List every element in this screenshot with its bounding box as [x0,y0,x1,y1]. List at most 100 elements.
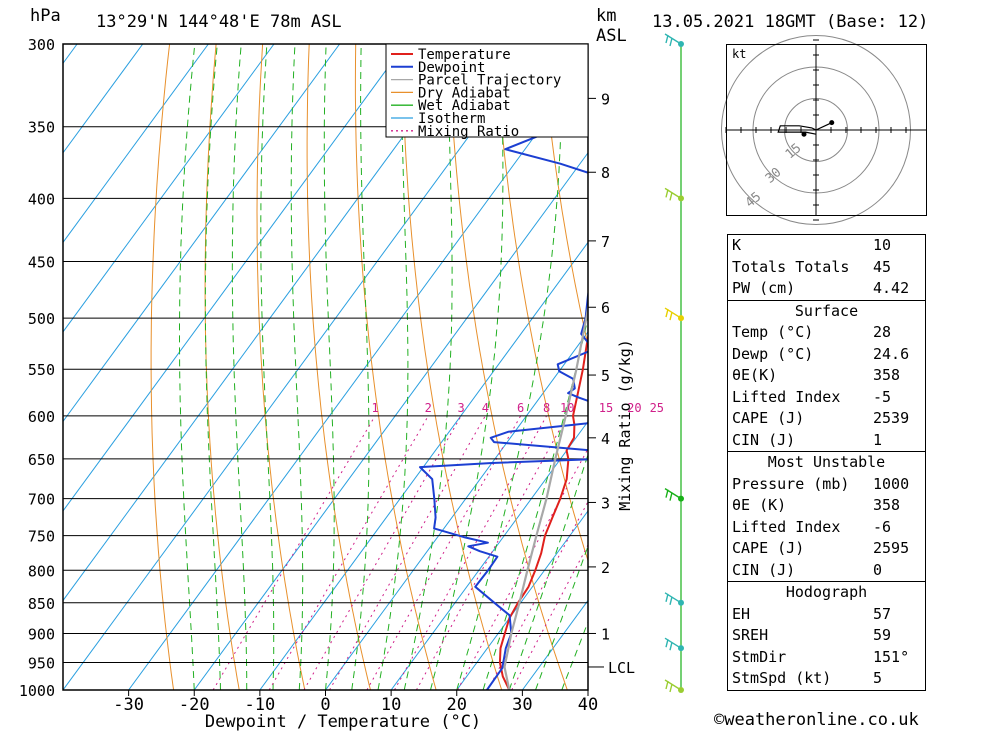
surface-value: 24.6 [873,344,910,363]
pressure-tick-label: 350 [28,119,55,137]
credit[interactable]: ©weatheronline.co.uk [714,710,919,730]
x-axis-label: Dewpoint / Temperature (°C) [205,712,481,732]
pressure-tick-label: 500 [28,310,55,328]
dry-adiabat-line [401,44,503,690]
legend-entry: Temperature [418,47,511,63]
height-tick-label: 5 [601,367,610,385]
general-row: Totals Totals 45 [728,257,925,279]
isotherm-line [63,44,144,154]
height-tick-label: 2 [601,559,610,577]
pressure-unit: hPa [30,6,61,26]
pressure-tick-label: 450 [28,254,55,272]
isotherm-line [128,62,588,690]
surface-value: 358 [873,366,901,384]
hodograph-row: StmSpd (kt) 5 [728,668,925,690]
legend-entry: Dry Adiabat [418,85,511,101]
surface-value: 2539 [873,409,910,427]
most-unstable-row: Pressure (mb) 1000 [728,474,925,496]
legend-entry: Parcel Trajectory [418,73,561,89]
x-tick-label: 10 [381,695,401,715]
mixing-ratio-label: 10 [560,401,574,415]
pressure-tick-label: 850 [28,595,55,613]
most-unstable-label: CAPE (J) [732,539,805,557]
most-unstable-title: Most Unstable [767,453,886,471]
general-value: 45 [873,257,892,276]
x-tick-label: -20 [179,695,210,715]
pressure-tick-label: 750 [28,528,55,546]
general-value: 10 [873,236,892,254]
most-unstable-row: Lifted Index -6 [728,517,925,539]
most-unstable-row: θE (K) 358 [728,495,925,517]
surface-label: Lifted Index [732,387,841,406]
surface-section: Surface Temp (°C) 28 Dewp (°C) 24.6 θE(K) 358… [728,299,925,452]
height-unit: km [596,6,617,26]
mixing-ratio-line [394,415,548,690]
most-unstable-label: Pressure (mb) [732,474,850,493]
most-unstable-label: Lifted Index [732,517,841,536]
dry-adiabat-line [448,44,568,690]
mixing-ratio-line [457,447,588,690]
wind-barb [664,679,682,693]
isotherm-line [390,420,588,690]
isotherm-line [63,44,275,333]
axes: 1 2 3 4 6 8 10 15 20 2530035040045050055060065070… [19,36,664,732]
hodograph-label: StmSpd (kt) [732,669,832,687]
most-unstable-value: 1000 [873,474,910,493]
most-unstable-row: CIN (J) 0 [728,560,925,582]
isotherm-line [259,241,588,690]
isotherm-line [325,331,588,690]
height-tick-label: 6 [601,299,610,317]
pressure-tick-label: 300 [28,36,55,54]
surface-row: Lifted Index -5 [728,387,925,409]
isotherm-line [63,44,472,602]
pressure-tick-label: 400 [28,190,55,208]
most-unstable-value: 2595 [873,539,910,557]
pressure-tick-label: 550 [28,361,55,379]
general-label: Totals Totals [732,257,850,276]
hodograph-label: SREH [732,626,769,644]
most-unstable-row: CAPE (J) 2595 [728,538,925,560]
hodograph-row: StmDir 151° [728,647,925,669]
general-label: K [732,236,742,254]
wind-barb [664,187,682,201]
pressure-tick-label: 650 [28,451,55,469]
general-row: PW (cm) 4.42 [728,278,925,300]
hodograph-end-point [801,131,807,137]
wind-barb [664,637,682,651]
surface-value: -5 [873,387,892,406]
mixing-ratio-label: 1 [371,401,378,415]
mixing-ratio-line [415,415,568,690]
isotherm-line [63,44,537,690]
dry-adiabat-line [961,44,1000,690]
surface-label: CAPE (J) [732,409,805,427]
isotherm-line [63,44,406,512]
surface-title: Surface [794,301,859,320]
surface-label: Temp (°C) [732,323,814,341]
series-parcel-trajectory [503,302,588,690]
wet-adiabat-line [323,44,335,690]
hodograph-row: SREH 59 [728,625,925,647]
hodograph-value: 5 [873,669,883,687]
wet-adiabat-line [290,44,304,690]
general-label: PW (cm) [732,279,796,297]
mixing-ratio-label: 20 [627,401,641,415]
hodograph-label: EH [732,604,751,623]
mixing-ratio-line [511,543,588,690]
mixing-ratio-line [268,415,429,690]
pressure-tick-label: 800 [28,562,55,580]
height-ref: ASL [596,26,627,46]
x-tick-label: 0 [320,695,330,715]
storm-motion-vector [815,122,833,131]
surface-label: θE(K) [732,366,778,384]
dry-adiabat-line [494,44,588,563]
indices-table: K 10 Totals Totals 45 PW (cm) 4.42 Surface Te… [727,234,926,691]
legend-entry: Dewpoint [418,60,485,76]
mixing-ratio-label: 25 [650,401,664,415]
mixing-ratio-line [487,500,588,690]
wind-barb [664,307,682,321]
mixing-ratio-label: 15 [599,401,613,415]
mixing-ratio-label: 4 [482,401,489,415]
